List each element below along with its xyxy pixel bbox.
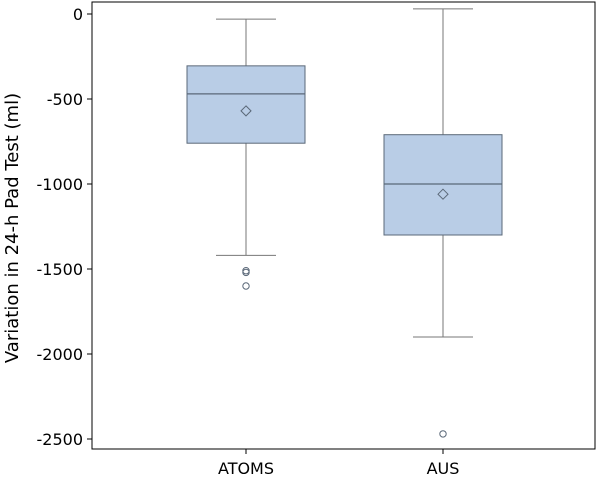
- y-tick-label: -500: [47, 90, 83, 109]
- iqr-box: [186, 65, 306, 144]
- x-axis: ATOMS AUS: [218, 449, 459, 477]
- plot-frame: [91, 1, 596, 450]
- y-axis: 0 -500 -1000 -1500 -2000 -2500: [37, 5, 92, 449]
- mean-marker: [437, 188, 449, 200]
- y-tick-label: -2500: [37, 430, 84, 449]
- outlier-point: [242, 282, 250, 290]
- x-category-label: AUS: [427, 459, 460, 477]
- mean-marker: [240, 105, 252, 117]
- box-atoms: [186, 18, 306, 290]
- y-tick-label: -1000: [37, 175, 84, 194]
- x-category-label: ATOMS: [218, 459, 274, 477]
- box-aus: [383, 8, 503, 438]
- y-tick-label: -2000: [37, 345, 84, 364]
- outlier-point: [439, 430, 447, 438]
- y-tick-label: 0: [73, 5, 83, 24]
- y-tick-label: -1500: [37, 260, 84, 279]
- iqr-box: [383, 134, 503, 236]
- y-axis-title: Variation in 24-h Pad Test (ml): [2, 93, 23, 363]
- outlier-point: [242, 268, 250, 277]
- boxes-group: [186, 8, 503, 438]
